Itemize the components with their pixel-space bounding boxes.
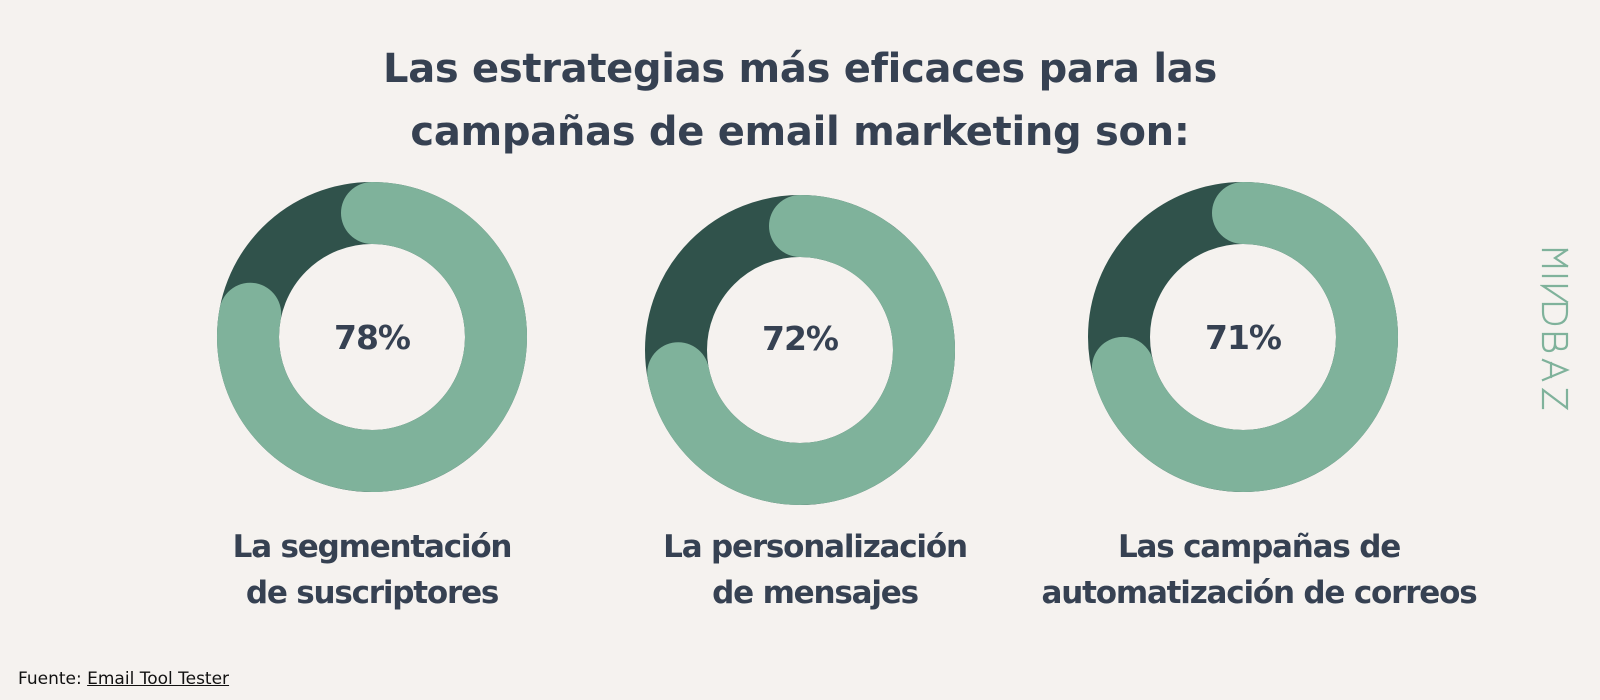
chart-title-line-2: campañas de email marketing son: — [410, 109, 1190, 155]
donut-3-value-arc — [1091, 182, 1398, 492]
donut-1-value-arc — [217, 182, 527, 492]
donut-1-caption-line-1: La segmentación — [232, 529, 513, 565]
logo-letter-6 — [1541, 358, 1570, 382]
donut-2-caption: La personalización de mensajes — [585, 524, 1045, 616]
logo-letter-5 — [1541, 332, 1569, 353]
source-link[interactable]: Email Tool Tester — [87, 669, 230, 689]
donut-chart-1: 78% — [217, 182, 527, 492]
donut-1-percentage: 78% — [334, 318, 411, 357]
donut-3-caption: Las campañas de automatización de correo… — [1024, 524, 1494, 616]
donut-1-caption-line-2: de suscriptores — [245, 575, 500, 611]
source-prefix: Fuente: — [18, 669, 88, 689]
donut-3-percentage: 71% — [1205, 318, 1282, 357]
donut-2-caption-line-2: de mensajes — [712, 575, 919, 611]
donut-3-caption-line-2: automatización de correos — [1041, 575, 1478, 611]
logo-letter-4 — [1541, 302, 1569, 326]
donut-chart-3: 71% — [1088, 182, 1398, 492]
donut-1-caption: La segmentación de suscriptores — [142, 524, 602, 616]
logo-letter-7 — [1541, 387, 1569, 411]
donut-2-caption-line-1: La personalización — [663, 529, 968, 565]
donut-2-value-arc — [647, 195, 955, 505]
logo-letter-3 — [1540, 284, 1569, 304]
donut-chart-2: 72% — [645, 195, 955, 505]
chart-title-line-1: Las estrategias más eficaces para las — [383, 46, 1217, 92]
mindbaz-logo — [1540, 248, 1570, 411]
chart-title: Las estrategias más eficaces para las ca… — [300, 38, 1300, 164]
donut-2-percentage: 72% — [762, 319, 839, 358]
logo-letter-1 — [1541, 248, 1569, 268]
source-note: Fuente: Email Tool Tester — [18, 669, 229, 689]
donut-3-caption-line-1: Las campañas de — [1117, 529, 1401, 565]
